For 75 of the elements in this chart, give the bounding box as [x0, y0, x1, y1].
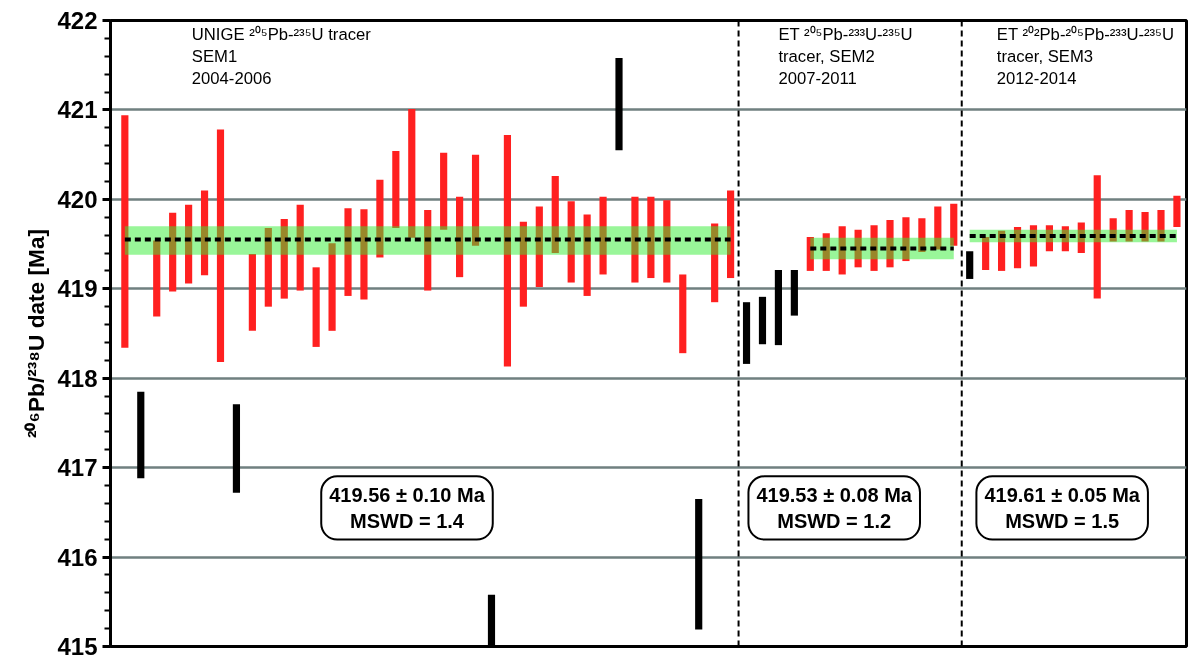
bar [1157, 210, 1165, 242]
bar [535, 206, 543, 287]
bar [966, 251, 974, 279]
bar [870, 225, 878, 271]
bar [440, 152, 448, 230]
bar [998, 230, 1006, 271]
bar [711, 223, 719, 303]
bar [902, 217, 910, 262]
bar [615, 58, 623, 151]
bar [567, 201, 575, 283]
bar [121, 115, 129, 348]
bar [1125, 210, 1133, 242]
bar [631, 196, 639, 283]
bar [727, 190, 735, 279]
bar [1093, 175, 1101, 299]
bar [583, 214, 591, 296]
bar [424, 210, 432, 291]
bar [854, 229, 862, 268]
bar [742, 302, 751, 364]
bar [344, 208, 352, 296]
annotation: ET ²⁰⁵Pb-²³³U-²³⁵U tracer, SEM2 2007-2011 [778, 24, 913, 88]
y-tick-label: 420 [57, 185, 98, 213]
annotation: 419.53 ± 0.08 Ma MSWD = 1.2 [756, 484, 913, 532]
y-tick-label: 416 [57, 543, 98, 571]
bar [408, 109, 416, 238]
bar [153, 240, 161, 317]
bar [471, 154, 480, 246]
bar [328, 243, 336, 331]
bar [376, 179, 384, 258]
annotation: 419.61 ± 0.05 Ma MSWD = 1.5 [984, 484, 1141, 532]
bar [774, 270, 782, 346]
bar [200, 190, 209, 276]
bar [663, 200, 671, 283]
y-axis-title: ²⁰⁶Pb/²³⁸U date [Ma] [23, 228, 50, 439]
bar [280, 219, 288, 299]
bar [695, 498, 703, 630]
bar [519, 221, 527, 307]
bar [392, 151, 400, 228]
bar [1173, 195, 1181, 228]
bar [185, 204, 193, 284]
bar [886, 219, 894, 268]
y-tick-label: 415 [57, 633, 98, 660]
bar [1045, 225, 1053, 252]
annotation: UNIGE ²⁰⁵Pb-²³⁵U tracer SEM1 2004-2006 [191, 24, 372, 88]
bar [137, 391, 145, 479]
bar [169, 212, 177, 292]
bar [216, 129, 225, 363]
bar [503, 134, 512, 367]
bar [934, 206, 942, 250]
y-tick-label: 422 [57, 7, 98, 34]
annotation: ET ²⁰²Pb-²⁰⁵Pb-²³³U-²³⁵U tracer, SEM3 2012-2014 [996, 24, 1175, 88]
y-tick-label: 421 [57, 96, 98, 124]
bar [679, 274, 687, 354]
bar [758, 296, 767, 345]
bar [248, 253, 256, 331]
bar [950, 203, 958, 246]
bar [296, 204, 304, 291]
bar [312, 267, 320, 347]
y-tick-label: 419 [57, 275, 98, 303]
bar [551, 176, 559, 254]
bar [1013, 227, 1022, 269]
bar [790, 270, 798, 316]
bar [456, 196, 464, 278]
bar [360, 209, 368, 300]
bar [982, 236, 990, 271]
bar [838, 226, 846, 275]
y-tick-label: 417 [57, 454, 98, 482]
bar [647, 196, 655, 279]
bar [806, 236, 814, 271]
bar [232, 404, 241, 493]
bar [264, 227, 272, 307]
annotation: 419.56 ± 0.10 Ma MSWD = 1.4 [329, 484, 486, 532]
bar [599, 196, 607, 275]
bar [822, 233, 830, 271]
y-tick-label: 418 [57, 364, 98, 392]
